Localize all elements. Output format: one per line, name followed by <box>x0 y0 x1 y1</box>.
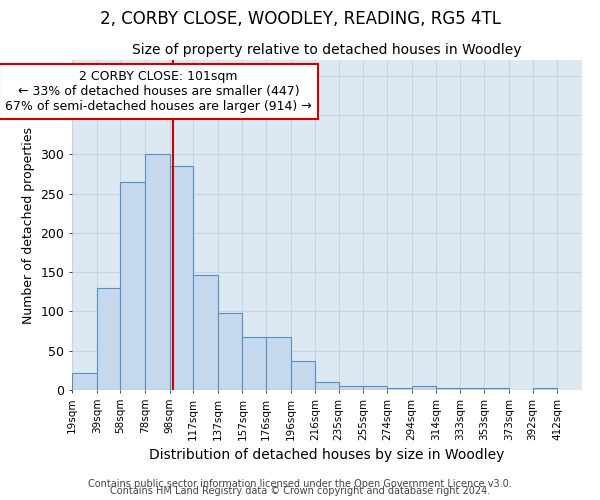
Bar <box>120 182 145 390</box>
Bar <box>412 386 436 390</box>
Y-axis label: Number of detached properties: Number of detached properties <box>22 126 35 324</box>
Bar <box>315 382 339 390</box>
Bar <box>266 336 290 390</box>
Bar <box>242 336 266 390</box>
Text: Contains HM Land Registry data © Crown copyright and database right 2024.: Contains HM Land Registry data © Crown c… <box>110 486 490 496</box>
X-axis label: Distribution of detached houses by size in Woodley: Distribution of detached houses by size … <box>149 448 505 462</box>
Bar <box>460 388 484 390</box>
Bar <box>290 361 315 390</box>
Bar <box>364 386 387 390</box>
Bar <box>387 388 412 390</box>
Bar <box>193 274 218 390</box>
Bar <box>436 388 460 390</box>
Text: 2 CORBY CLOSE: 101sqm
← 33% of detached houses are smaller (447)
67% of semi-det: 2 CORBY CLOSE: 101sqm ← 33% of detached … <box>5 70 312 113</box>
Bar <box>533 388 557 390</box>
Bar <box>218 313 242 390</box>
Bar <box>484 388 509 390</box>
Bar <box>339 386 364 390</box>
Text: 2, CORBY CLOSE, WOODLEY, READING, RG5 4TL: 2, CORBY CLOSE, WOODLEY, READING, RG5 4T… <box>100 10 500 28</box>
Bar <box>145 154 170 390</box>
Bar <box>72 372 97 390</box>
Title: Size of property relative to detached houses in Woodley: Size of property relative to detached ho… <box>132 44 522 58</box>
Bar <box>170 166 193 390</box>
Text: Contains public sector information licensed under the Open Government Licence v3: Contains public sector information licen… <box>88 479 512 489</box>
Bar <box>97 288 120 390</box>
